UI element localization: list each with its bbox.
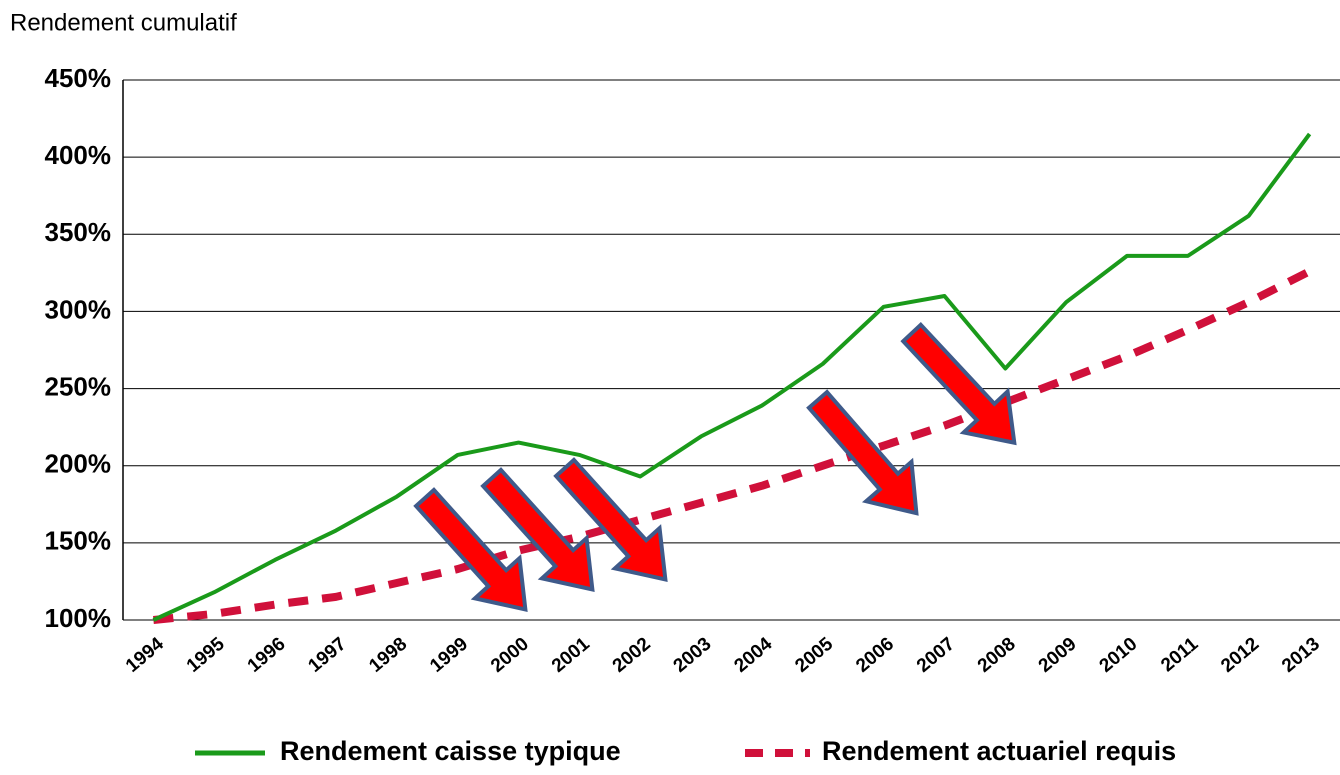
x-tick-label: 2003 <box>670 634 716 677</box>
x-tick-label: 2009 <box>1035 634 1081 677</box>
y-tick-label: 350% <box>45 217 112 247</box>
x-tick-label: 2010 <box>1096 634 1142 677</box>
x-tick-label: 2007 <box>913 634 959 677</box>
x-tick-label: 2008 <box>974 634 1020 677</box>
arrow <box>888 310 1039 466</box>
x-tick-label: 2001 <box>548 633 594 677</box>
x-tick-label: 2012 <box>1217 634 1263 677</box>
legend: Rendement caisse typique Rendement actua… <box>195 736 1176 766</box>
legend-label: Rendement caisse typique <box>280 736 621 766</box>
y-tick-label: 150% <box>45 526 112 556</box>
series-line <box>152 132 1312 622</box>
annotations <box>400 310 1039 632</box>
x-tick-label: 2013 <box>1278 634 1324 677</box>
arrow <box>793 378 942 535</box>
x-tick-label: 2006 <box>852 634 898 677</box>
series-line <box>153 267 1312 624</box>
x-tick-label: 2000 <box>487 634 533 677</box>
y-tick-label: 200% <box>45 449 112 479</box>
x-tick-label: 1998 <box>365 634 411 677</box>
x-tick-label: 2005 <box>791 633 837 677</box>
x-tick-label: 2002 <box>609 634 655 677</box>
y-tick-label: 450% <box>45 63 112 93</box>
y-tick-label: 250% <box>45 371 112 401</box>
axis-title: Rendement cumulatif <box>10 9 237 36</box>
x-tick-label: 1999 <box>426 634 472 677</box>
x-tick-label: 1994 <box>122 633 168 677</box>
legend-label: Rendement actuariel requis <box>822 736 1176 766</box>
x-tick-label: 1996 <box>244 634 290 677</box>
x-tick-label: 2011 <box>1157 633 1202 676</box>
x-tick-label: 1995 <box>183 633 229 677</box>
x-tick-label: 2004 <box>730 633 776 677</box>
y-tick-label: 100% <box>45 603 112 633</box>
y-tick-label: 400% <box>45 140 112 170</box>
plot-area: 100% 150% 200% 250% 300% 350% 400% 450% 1994 1995… <box>45 63 1340 677</box>
y-tick-label: 300% <box>45 294 112 324</box>
x-tick-label: 1997 <box>305 634 351 677</box>
